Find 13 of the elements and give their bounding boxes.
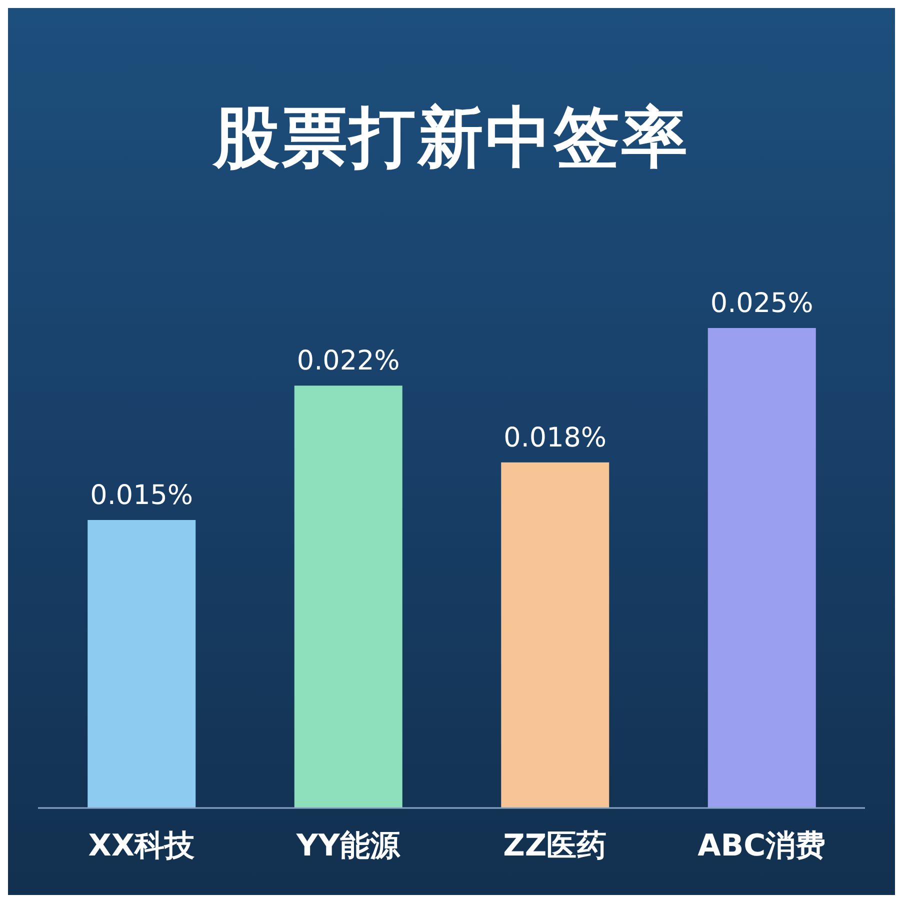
bar [708,328,816,808]
data-label: 0.018% [504,422,607,454]
x-tick-label: ABC消费 [698,828,826,864]
x-tick-label: XX科技 [88,828,196,864]
bar [501,462,610,808]
chart-title: 股票打新中签率 [211,98,690,178]
data-label: 0.015% [90,480,194,511]
bar [88,520,196,808]
x-tick-label: ZZ医药 [503,828,607,864]
data-label: 0.025% [710,288,814,319]
data-label: 0.022% [296,346,400,377]
bar [294,386,402,808]
x-tick-label: YY能源 [295,828,401,864]
